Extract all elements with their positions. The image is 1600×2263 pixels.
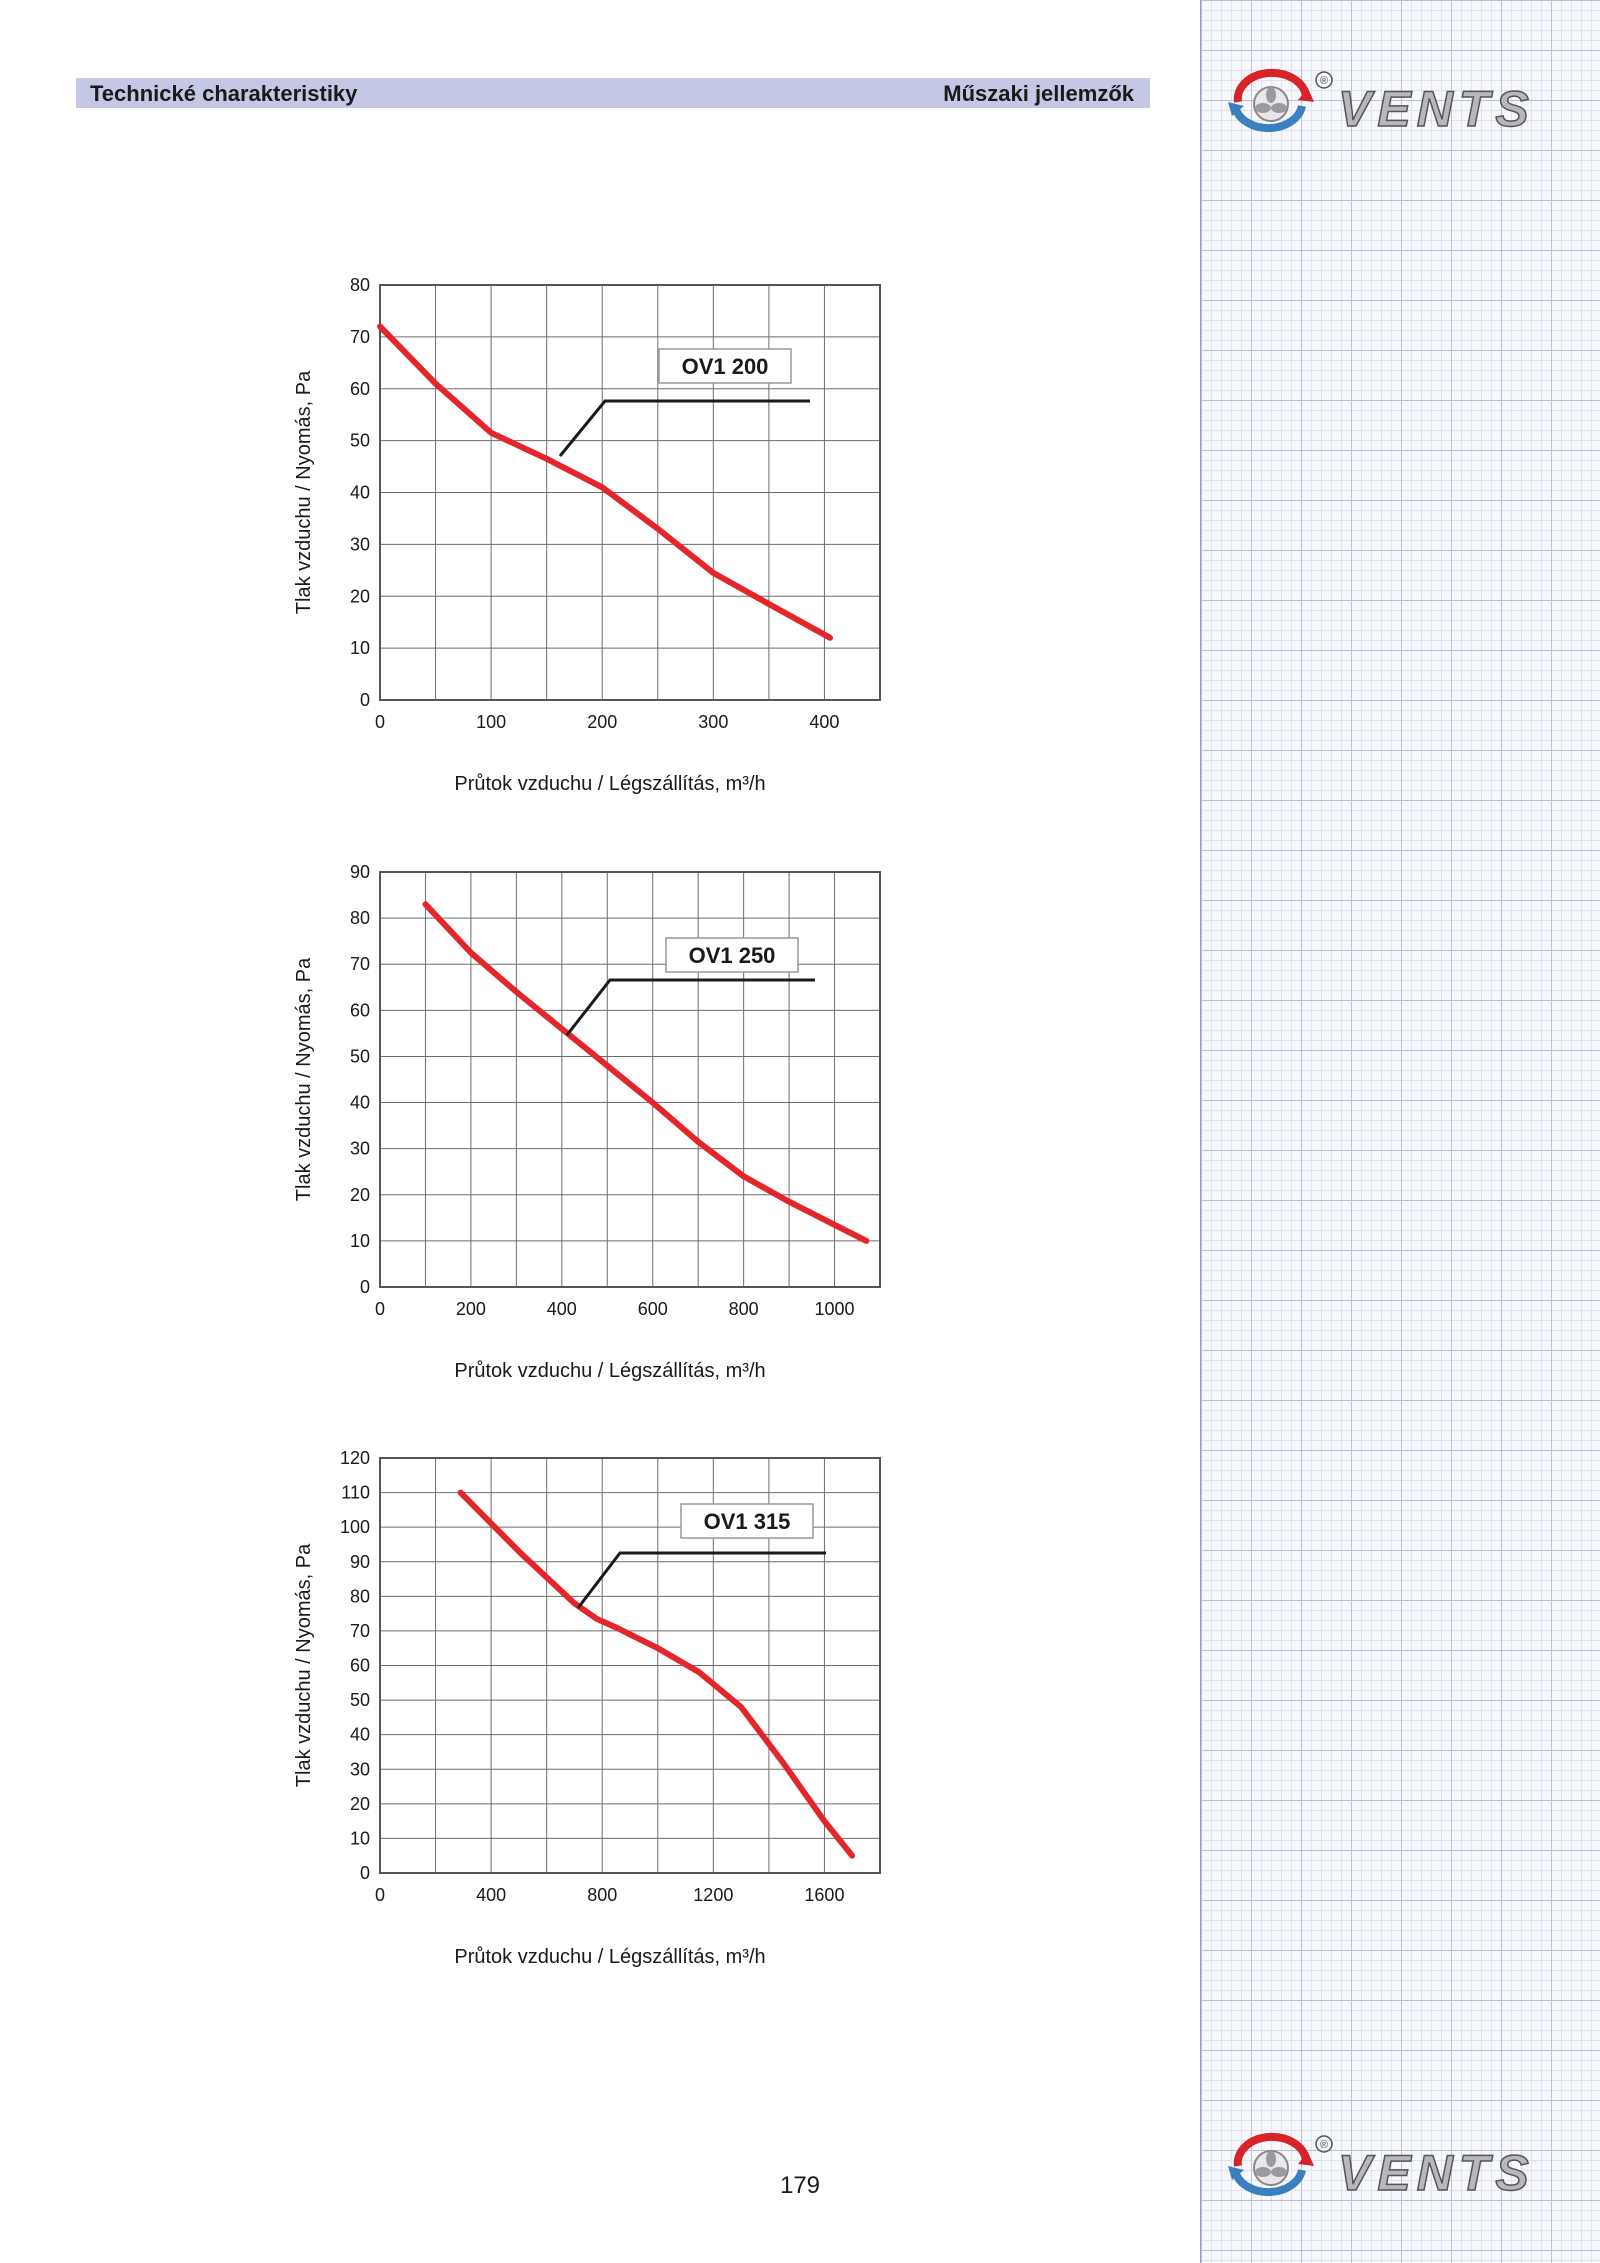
y-tick-label: 0 bbox=[360, 1863, 370, 1883]
graph-paper-panel bbox=[1200, 0, 1600, 2263]
y-tick-label: 90 bbox=[350, 1552, 370, 1572]
chart-ov1-250: 0 10 20 30 40 50 60 70 80 90 0 200 400 600 800 1000 OV… bbox=[270, 842, 910, 1402]
x-tick-label: 1200 bbox=[693, 1885, 733, 1905]
y-tick-label: 70 bbox=[350, 327, 370, 347]
x-tick-label: 0 bbox=[375, 1885, 385, 1905]
header-title-czech: Technické charakteristiky bbox=[90, 81, 358, 106]
y-tick-label: 60 bbox=[350, 379, 370, 399]
y-tick-label: 20 bbox=[350, 1794, 370, 1814]
model-label: OV1 200 bbox=[682, 354, 769, 379]
y-tick-label: 70 bbox=[350, 1621, 370, 1641]
y-tick-label: 100 bbox=[340, 1517, 370, 1537]
y-tick-label: 40 bbox=[350, 483, 370, 503]
y-tick-label: 0 bbox=[360, 1277, 370, 1297]
x-axis-label: Průtok vzduchu / Légszállítás, m³/h bbox=[454, 773, 765, 795]
plot-frame bbox=[379, 1457, 881, 1874]
fan-icon bbox=[1228, 2132, 1314, 2197]
chart-ov1-200: 0 10 20 30 40 50 60 70 80 0 100 200 300 400 OV1 200 … bbox=[270, 255, 910, 815]
x-tick-label: 600 bbox=[638, 1299, 668, 1319]
registered-mark: ® bbox=[1320, 2139, 1328, 2151]
x-tick-label: 0 bbox=[375, 1299, 385, 1319]
y-tick-label: 40 bbox=[350, 1093, 370, 1113]
y-tick-label: 40 bbox=[350, 1725, 370, 1745]
y-tick-label: 20 bbox=[350, 1185, 370, 1205]
header-title-hungarian: Műszaki jellemzők bbox=[943, 81, 1134, 106]
y-tick-label: 30 bbox=[350, 534, 370, 554]
model-label-box bbox=[658, 348, 792, 384]
plot-frame bbox=[379, 284, 881, 701]
y-tick-label: 60 bbox=[350, 1656, 370, 1676]
x-tick-label: 800 bbox=[729, 1299, 759, 1319]
x-tick-label: 200 bbox=[456, 1299, 486, 1319]
y-tick-label: 0 bbox=[360, 690, 370, 710]
model-label-box bbox=[680, 1503, 814, 1539]
model-leader-line bbox=[558, 399, 810, 457]
y-tick-label: 80 bbox=[350, 275, 370, 295]
model-label: OV1 315 bbox=[704, 1509, 791, 1534]
x-tick-label: 400 bbox=[809, 712, 839, 732]
brand-name: VENTS bbox=[1338, 81, 1535, 136]
y-tick-label: 10 bbox=[350, 638, 370, 658]
page-number: 179 bbox=[779, 2172, 821, 2199]
y-tick-label: 120 bbox=[340, 1448, 370, 1468]
header-band: Technické charakteristiky Műszaki jellem… bbox=[76, 78, 1150, 108]
registered-icon bbox=[1315, 2135, 1333, 2153]
y-tick-label: 30 bbox=[350, 1139, 370, 1159]
x-axis-label: Průtok vzduchu / Légszállítás, m³/h bbox=[454, 1360, 765, 1382]
y-axis-label: Tlak vzduchu / Nyomás, Pa bbox=[293, 1543, 315, 1787]
y-tick-label: 10 bbox=[350, 1231, 370, 1251]
fan-icon bbox=[1228, 68, 1314, 133]
x-tick-label: 300 bbox=[698, 712, 728, 732]
y-tick-label: 90 bbox=[350, 862, 370, 882]
y-tick-label: 50 bbox=[350, 1690, 370, 1710]
y-tick-label: 110 bbox=[341, 1483, 370, 1503]
y-axis-label: Tlak vzduchu / Nyomás, Pa bbox=[293, 370, 315, 614]
x-tick-label: 1000 bbox=[815, 1299, 855, 1319]
x-tick-label: 800 bbox=[587, 1885, 617, 1905]
y-axis-label: Tlak vzduchu / Nyomás, Pa bbox=[293, 957, 315, 1201]
chart-grid bbox=[380, 284, 880, 701]
y-tick-label: 10 bbox=[350, 1828, 370, 1848]
vents-logo-bottom: ® VENTS bbox=[1228, 2132, 1535, 2200]
x-tick-label: 0 bbox=[375, 712, 385, 732]
performance-curve bbox=[422, 901, 870, 1244]
model-label: OV1 250 bbox=[689, 943, 776, 968]
y-tick-label: 30 bbox=[350, 1759, 370, 1779]
brand-name: VENTS bbox=[1338, 2145, 1535, 2200]
y-tick-label: 60 bbox=[350, 1000, 370, 1020]
model-label-box bbox=[665, 937, 799, 973]
model-leader-line bbox=[565, 978, 815, 1036]
x-tick-label: 400 bbox=[547, 1299, 577, 1319]
y-tick-label: 80 bbox=[350, 1586, 370, 1606]
chart-ov1-315: 0 10 20 30 40 50 60 70 80 90 100 110 120 0 400 800 1200… bbox=[270, 1428, 910, 1988]
x-tick-label: 100 bbox=[476, 712, 506, 732]
registered-icon bbox=[1315, 71, 1333, 89]
y-tick-label: 50 bbox=[350, 1046, 370, 1066]
plot-frame bbox=[379, 871, 881, 1288]
chart-svg: 0 10 20 30 40 50 60 70 80 90 100 110 120 0 400 800 1200… bbox=[293, 1448, 881, 1968]
model-leader-line bbox=[576, 1551, 826, 1609]
y-tick-label: 70 bbox=[350, 954, 370, 974]
x-axis-label: Průtok vzduchu / Légszállítás, m³/h bbox=[454, 1946, 765, 1968]
y-tick-label: 50 bbox=[350, 431, 370, 451]
vents-logo-top: ® VENTS bbox=[1228, 68, 1535, 136]
x-tick-label: 1600 bbox=[804, 1885, 844, 1905]
performance-curve bbox=[457, 1489, 856, 1859]
x-tick-label: 400 bbox=[476, 1885, 506, 1905]
performance-curve bbox=[377, 323, 833, 641]
y-tick-label: 80 bbox=[350, 908, 370, 928]
x-tick-label: 200 bbox=[587, 712, 617, 732]
registered-mark: ® bbox=[1320, 75, 1328, 87]
chart-svg: 0 10 20 30 40 50 60 70 80 90 0 200 400 600 800 1000 OV… bbox=[293, 862, 881, 1382]
y-tick-label: 20 bbox=[350, 586, 370, 606]
